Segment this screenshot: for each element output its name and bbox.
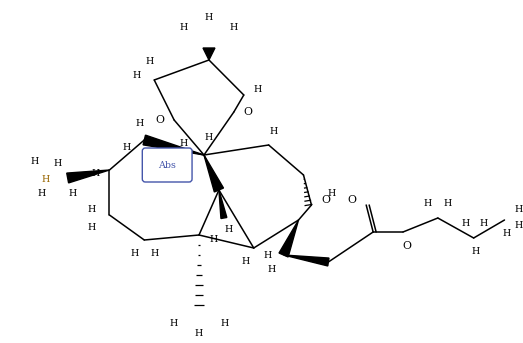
FancyBboxPatch shape <box>142 148 192 182</box>
Text: H: H <box>31 157 39 166</box>
Text: H: H <box>87 205 96 214</box>
Text: H: H <box>254 85 262 95</box>
Text: H: H <box>264 251 272 260</box>
Text: H: H <box>480 220 488 228</box>
Text: H: H <box>150 249 158 259</box>
Text: H: H <box>424 200 432 209</box>
Text: H: H <box>472 248 480 257</box>
Text: H: H <box>205 13 213 23</box>
Text: H: H <box>92 169 100 178</box>
Polygon shape <box>143 135 204 155</box>
Text: H: H <box>221 319 229 328</box>
Text: H: H <box>122 143 131 153</box>
Text: O: O <box>156 115 165 125</box>
Text: H: H <box>180 24 188 33</box>
Text: H: H <box>514 222 522 230</box>
Text: H: H <box>180 139 188 147</box>
Text: O: O <box>348 195 357 205</box>
Text: H: H <box>169 319 177 328</box>
Text: H: H <box>269 127 278 135</box>
Text: H: H <box>135 119 143 129</box>
Text: H: H <box>444 200 452 209</box>
Text: H: H <box>327 189 335 198</box>
Text: Abs: Abs <box>158 161 176 169</box>
Text: H: H <box>503 229 510 238</box>
Text: H: H <box>210 236 218 245</box>
Text: H: H <box>514 205 522 214</box>
Text: H: H <box>132 71 141 80</box>
Text: H: H <box>87 223 96 232</box>
Text: H: H <box>145 58 153 67</box>
Text: H: H <box>42 176 50 185</box>
Text: H: H <box>242 258 250 267</box>
Text: H: H <box>69 189 77 199</box>
Text: O: O <box>243 107 252 117</box>
Text: H: H <box>462 220 470 228</box>
Text: H: H <box>195 329 203 338</box>
Text: H: H <box>53 159 62 168</box>
Text: O: O <box>321 195 330 205</box>
Polygon shape <box>283 255 329 266</box>
Polygon shape <box>219 190 227 218</box>
Text: H: H <box>225 225 233 235</box>
Polygon shape <box>203 48 215 60</box>
Text: O: O <box>403 241 412 251</box>
Text: H: H <box>205 132 213 142</box>
Polygon shape <box>279 220 299 257</box>
Text: H: H <box>38 189 46 198</box>
Polygon shape <box>67 170 109 183</box>
Text: H: H <box>268 264 276 273</box>
Text: H: H <box>230 24 238 33</box>
Polygon shape <box>204 155 223 192</box>
Text: H: H <box>130 249 139 259</box>
